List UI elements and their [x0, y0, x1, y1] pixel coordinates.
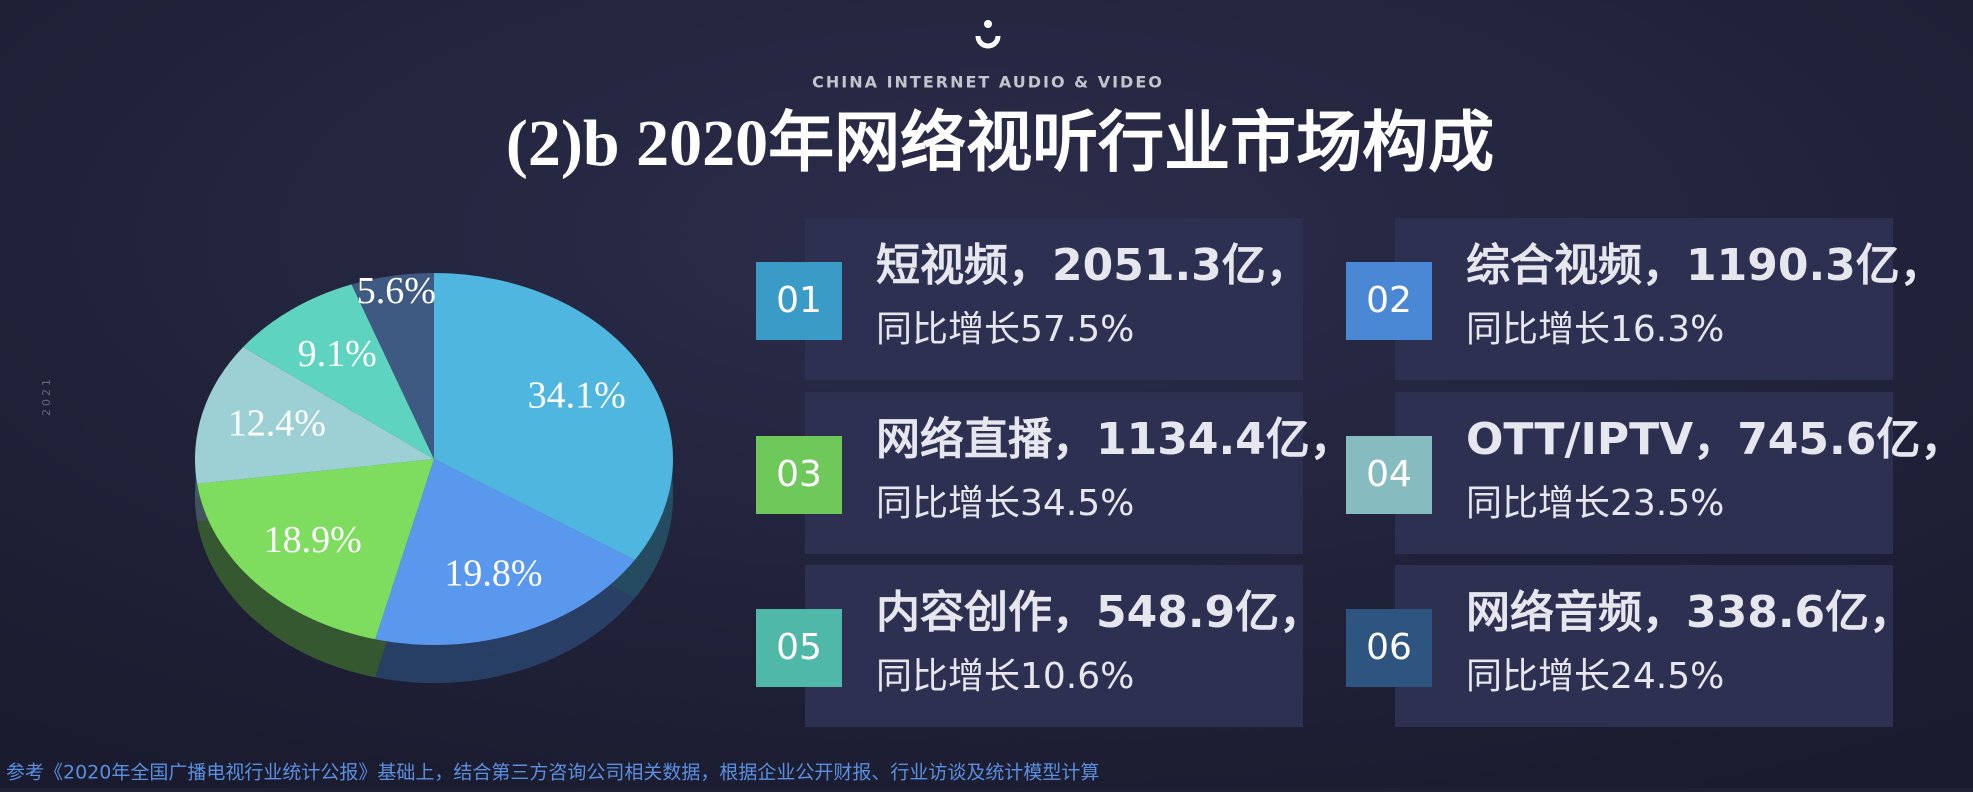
pie-label: 19.8% [444, 552, 542, 594]
card-number: 04 [1366, 454, 1412, 495]
card-badge [1346, 262, 1432, 340]
card-growth: 同比增长57.5% [876, 309, 1134, 350]
pie-label: 18.9% [264, 519, 362, 561]
card-growth: 同比增长24.5% [1466, 656, 1724, 697]
pie-label: 5.6% [357, 270, 436, 312]
brand: CHINA INTERNET AUDIO & VIDEO [812, 73, 1164, 92]
card-number: 02 [1366, 280, 1412, 321]
card-headline: 网络直播，1134.4亿， [876, 414, 1354, 465]
logo-dot [984, 20, 992, 28]
title: (2)b 2020年网络视听行业市场构成 [506, 107, 1494, 180]
year: 2021 [40, 376, 53, 416]
pie-slice [243, 284, 434, 459]
pie-slice [375, 459, 635, 645]
pie-label: 34.1% [528, 374, 626, 416]
card [1395, 392, 1893, 554]
card-number: 06 [1366, 627, 1412, 668]
card-growth: 同比增长10.6% [876, 656, 1134, 697]
card-number: 01 [776, 280, 822, 321]
card-growth: 同比增长34.5% [876, 483, 1134, 524]
pie-slice [194, 346, 434, 484]
card-number: 05 [776, 627, 822, 668]
pie-label: 12.4% [228, 403, 326, 445]
card [805, 565, 1303, 727]
pie-slice [434, 273, 673, 560]
card-badge [756, 436, 842, 514]
card [805, 218, 1303, 380]
card-headline: OTT/IPTV，745.6亿， [1466, 414, 1964, 465]
card-headline: 网络音频，338.6亿， [1466, 587, 1913, 638]
footer: 参考《2020年全国广播电视行业统计公报》基础上，结合第三方咨询公司相关数据，根… [6, 762, 1099, 784]
card-badge [756, 262, 842, 340]
card-badge [756, 609, 842, 687]
pie-slice [351, 273, 434, 459]
card-headline: 短视频，2051.3亿， [876, 240, 1310, 291]
card-number: 03 [776, 454, 822, 495]
card [1395, 565, 1893, 727]
card-growth: 同比增长23.5% [1466, 483, 1724, 524]
card [805, 392, 1303, 554]
card-headline: 内容创作，548.9亿， [876, 587, 1323, 638]
pie-label: 9.1% [298, 333, 377, 375]
card-badge [1346, 436, 1432, 514]
logo [975, 35, 1001, 49]
card-growth: 同比增长16.3% [1466, 309, 1724, 350]
card [1395, 218, 1893, 380]
card-badge [1346, 609, 1432, 687]
card-headline: 综合视频，1190.3亿， [1466, 240, 1944, 291]
pie-slice [197, 459, 434, 640]
